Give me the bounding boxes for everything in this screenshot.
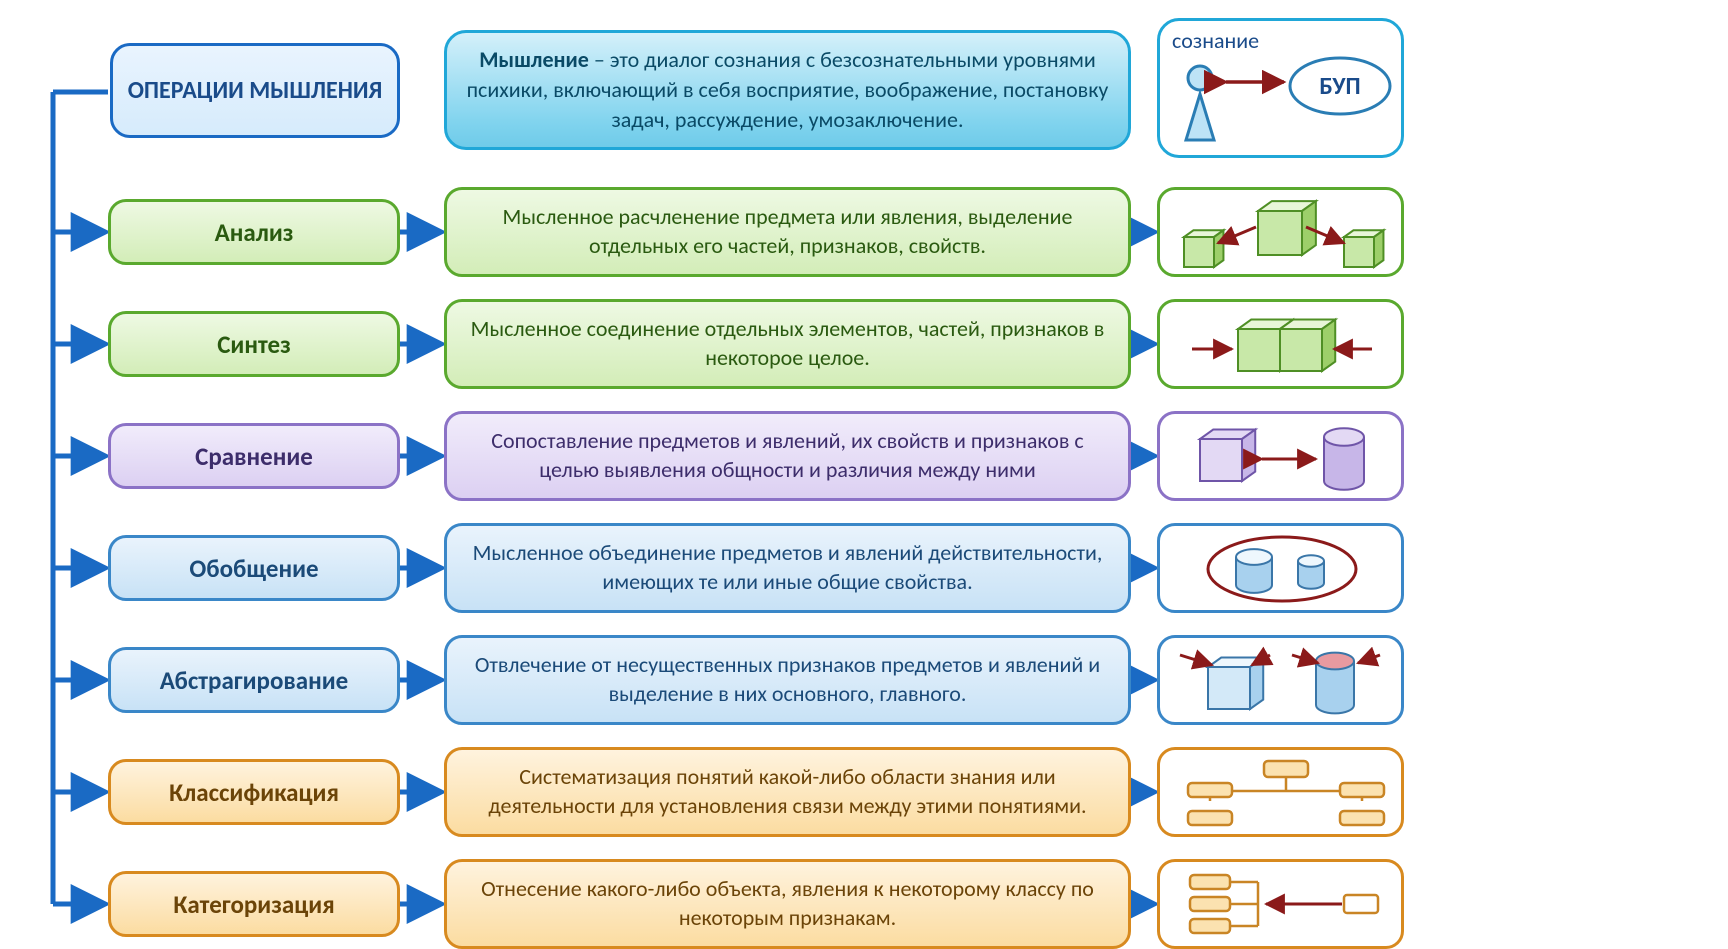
op-desc-analysis: Мысленное расчленение предмета или явлен… <box>444 187 1131 277</box>
definition-box: Мышление – это диалог сознания с безсозн… <box>444 30 1131 150</box>
op-label-comparison: Сравнение <box>108 423 400 489</box>
op-label-text: Обобщение <box>189 553 318 584</box>
op-label-categorization: Категоризация <box>108 871 400 937</box>
op-icon-synthesis <box>1157 299 1404 389</box>
consciousness-icon: БУП <box>1172 54 1397 154</box>
op-label-abstraction: Абстрагирование <box>108 647 400 713</box>
op-label-text: Анализ <box>215 217 294 248</box>
op-label-analysis: Анализ <box>108 199 400 265</box>
op-desc-text: Систематизация понятий какой-либо област… <box>467 763 1108 820</box>
op-label-text: Классификация <box>169 777 339 808</box>
op-label-classification: Классификация <box>108 759 400 825</box>
op-label-text: Сравнение <box>195 441 313 472</box>
op-icon-generalization <box>1157 523 1404 613</box>
title-text: ОПЕРАЦИИ МЫШЛЕНИЯ <box>128 76 383 106</box>
op-label-generalization: Обобщение <box>108 535 400 601</box>
op-desc-text: Сопоставление предметов и явлений, их св… <box>467 427 1108 484</box>
op-desc-text: Мысленное объединение предметов и явлени… <box>467 539 1108 596</box>
op-desc-text: Мысленное расчленение предмета или явлен… <box>467 203 1108 260</box>
op-desc-text: Отнесение какого-либо объекта, явления к… <box>467 875 1108 932</box>
consciousness-box: сознание БУП <box>1157 18 1404 158</box>
bup-label: БУП <box>1319 72 1360 101</box>
op-label-text: Абстрагирование <box>160 665 349 696</box>
op-desc-synthesis: Мысленное соединение отдельных элементов… <box>444 299 1131 389</box>
op-desc-text: Отвлечение от несущественных признаков п… <box>467 651 1108 708</box>
op-desc-text: Мысленное соединение отдельных элементов… <box>467 315 1108 372</box>
op-label-text: Синтез <box>217 329 291 360</box>
op-desc-abstraction: Отвлечение от несущественных признаков п… <box>444 635 1131 725</box>
title-box: ОПЕРАЦИИ МЫШЛЕНИЯ <box>110 43 400 138</box>
op-icon-analysis <box>1157 187 1404 277</box>
definition-text: Мышление – это диалог сознания с безсозн… <box>465 45 1110 134</box>
op-desc-generalization: Мысленное объединение предметов и явлени… <box>444 523 1131 613</box>
op-desc-comparison: Сопоставление предметов и явлений, их св… <box>444 411 1131 501</box>
consciousness-label: сознание <box>1172 27 1393 54</box>
op-icon-comparison <box>1157 411 1404 501</box>
op-label-synthesis: Синтез <box>108 311 400 377</box>
diagram-canvas: ОПЕРАЦИИ МЫШЛЕНИЯ Мышление – это диалог … <box>0 0 1728 942</box>
op-desc-classification: Систематизация понятий какой-либо област… <box>444 747 1131 837</box>
op-icon-abstraction <box>1157 635 1404 725</box>
op-label-text: Категоризация <box>173 889 334 920</box>
op-desc-categorization: Отнесение какого-либо объекта, явления к… <box>444 859 1131 949</box>
op-icon-classification <box>1157 747 1404 837</box>
op-icon-categorization <box>1157 859 1404 949</box>
